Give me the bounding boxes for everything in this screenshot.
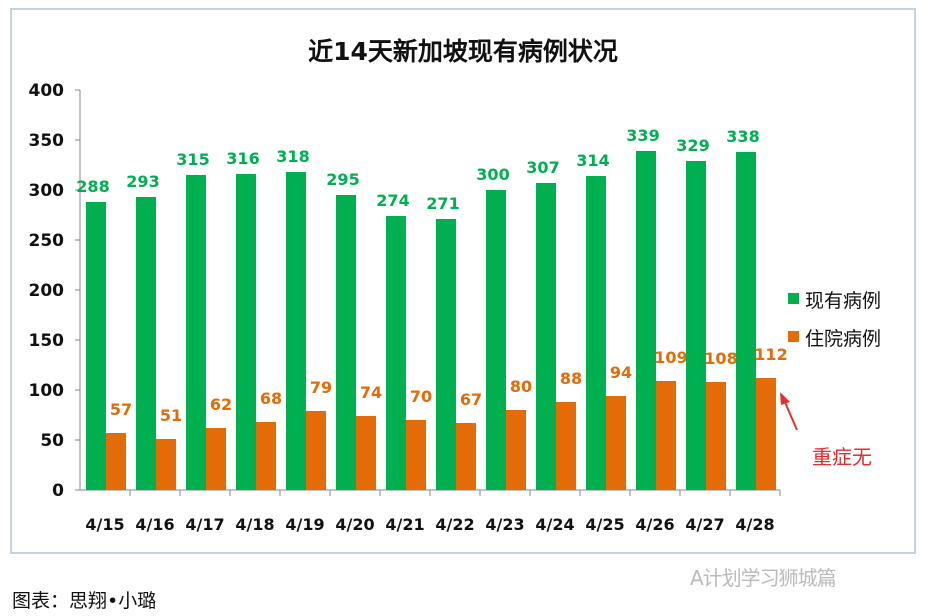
bar-hospitalized: [406, 420, 426, 490]
data-label: 70: [410, 387, 432, 406]
data-label: 288: [76, 177, 109, 196]
data-label: 307: [526, 158, 559, 177]
x-tick-label: 4/21: [385, 515, 424, 534]
x-tick-label: 4/15: [85, 515, 124, 534]
bar-active: [536, 183, 556, 490]
x-tick-label: 4/28: [735, 515, 774, 534]
data-label: 329: [676, 136, 709, 155]
chart-title: 近14天新加坡现有病例状况: [308, 37, 618, 66]
data-label: 315: [176, 150, 209, 169]
x-tick-label: 4/25: [585, 515, 624, 534]
x-tick-label: 4/20: [335, 515, 374, 534]
y-tick-label: 150: [29, 331, 65, 351]
bar-active: [236, 174, 256, 490]
data-label: 79: [310, 378, 332, 397]
data-label: 80: [510, 377, 532, 396]
arrow-head-icon: [780, 392, 790, 405]
legend-label: 住院病例: [805, 328, 881, 350]
bar-hospitalized: [556, 402, 576, 490]
data-label: 318: [276, 147, 309, 166]
x-tick-label: 4/23: [485, 515, 524, 534]
bar-hospitalized: [506, 410, 526, 490]
data-label: 316: [226, 149, 259, 168]
bar-active: [386, 216, 406, 490]
bar-active: [486, 190, 506, 490]
bar-hospitalized: [456, 423, 476, 490]
watermark: A计划学习狮城篇: [690, 566, 837, 590]
chart-frame: [10, 8, 916, 554]
y-tick-label: 200: [29, 281, 65, 301]
bar-active: [736, 152, 756, 490]
bar-hospitalized: [356, 416, 376, 490]
x-tick-label: 4/26: [635, 515, 674, 534]
y-tick-label: 100: [29, 381, 65, 401]
bar-hospitalized: [706, 382, 726, 490]
data-label: 88: [560, 369, 582, 388]
bar-active: [686, 161, 706, 490]
x-tick-label: 4/16: [135, 515, 174, 534]
bar-hospitalized: [606, 396, 626, 490]
data-label: 67: [460, 390, 482, 409]
annotation-label: 重症无: [812, 445, 872, 469]
data-label: 57: [110, 400, 132, 419]
legend-label: 现有病例: [805, 290, 881, 312]
data-label: 109: [654, 348, 687, 367]
data-label: 295: [326, 170, 359, 189]
x-tick-label: 4/18: [235, 515, 274, 534]
data-label: 338: [726, 127, 759, 146]
y-tick-label: 50: [40, 431, 64, 451]
x-tick-label: 4/24: [535, 515, 574, 534]
x-tick-label: 4/17: [185, 515, 224, 534]
chart-credit: 图表：思翔•小璐: [12, 590, 157, 612]
bar-active: [586, 176, 606, 490]
x-tick-label: 4/27: [685, 515, 724, 534]
bar-hospitalized: [156, 439, 176, 490]
data-label: 112: [754, 345, 787, 364]
data-label: 74: [360, 383, 382, 402]
bar-active: [186, 175, 206, 490]
bar-active: [436, 219, 456, 490]
x-tick-label: 4/19: [285, 515, 324, 534]
data-label: 51: [160, 406, 182, 425]
bar-active: [636, 151, 656, 490]
bar-hospitalized: [756, 378, 776, 490]
y-tick-label: 300: [29, 181, 65, 201]
data-label: 339: [626, 126, 659, 145]
bar-active: [86, 202, 106, 490]
y-tick-label: 0: [52, 481, 64, 501]
bar-active: [136, 197, 156, 490]
data-label: 314: [576, 151, 609, 170]
data-label: 108: [704, 349, 737, 368]
y-tick-label: 400: [29, 81, 65, 101]
bar-hospitalized: [306, 411, 326, 490]
data-label: 293: [126, 172, 159, 191]
data-label: 62: [210, 395, 232, 414]
bar-active: [336, 195, 356, 490]
legend-swatch: [788, 293, 799, 304]
data-label: 68: [260, 389, 282, 408]
data-label: 94: [610, 363, 632, 382]
y-tick-label: 350: [29, 131, 65, 151]
x-tick-label: 4/22: [435, 515, 474, 534]
legend-swatch: [788, 331, 799, 342]
y-tick-label: 250: [29, 231, 65, 251]
annotation-arrow: [783, 399, 798, 431]
data-label: 300: [476, 165, 509, 184]
data-label: 274: [376, 191, 409, 210]
bar-hospitalized: [656, 381, 676, 490]
bar-hospitalized: [206, 428, 226, 490]
bar-hospitalized: [256, 422, 276, 490]
bar-hospitalized: [106, 433, 126, 490]
bar-active: [286, 172, 306, 490]
data-label: 271: [426, 194, 459, 213]
